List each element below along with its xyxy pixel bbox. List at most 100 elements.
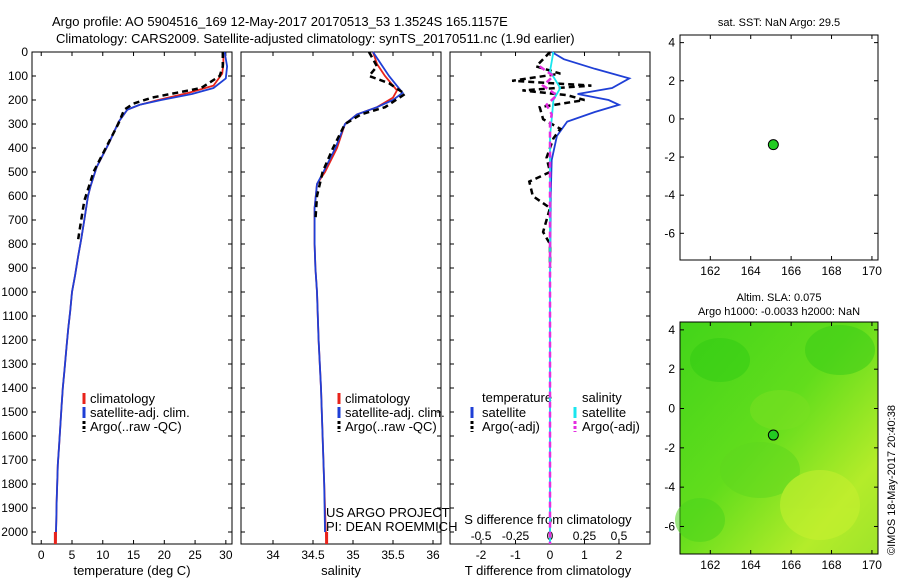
x-tick-label: 164 [741,558,761,572]
x-tick-label: 2 [616,548,623,562]
y-tick-label: 600 [8,189,28,203]
y-tick-label: 1100 [2,309,28,323]
credit-text: ©IMOS 18-May-2017 20:40:38 [886,405,898,555]
series-line-satellite [54,51,229,542]
sla-map-title-line2: Argo h1000: -0.0033 h2000: NaN [698,306,860,318]
sla-map-title-line1: Altim. SLA: 0.075 [737,292,822,304]
series-line-climatology [313,51,399,545]
y-tick-label: 0 [668,112,675,126]
y-tick-label: 2 [668,362,675,376]
top-tick-label: 0.25 [573,529,597,543]
x-tick-label: 5 [69,548,76,562]
legend-label: Argo(..raw -QC) [345,419,437,434]
top-tick-label: -0.5 [471,529,492,543]
series-line-argo [314,51,408,221]
footer-line1: US ARGO PROJECT [326,505,450,520]
legend-label: satellite [482,405,526,420]
argo-position-point [767,429,779,441]
x-tick-label: 35.5 [381,548,405,562]
y-tick-label: 500 [8,165,28,179]
y-tick-label: -6 [664,226,675,240]
x-tick-label: 15 [127,548,141,562]
y-tick-label: 1900 [1,501,28,515]
salinity-xlabel: salinity [321,563,361,578]
y-tick-label: -2 [664,150,675,164]
temperature-panel-frame [31,51,233,545]
y-tick-label: 1600 [1,429,28,443]
y-tick-label: 1300 [1,357,28,371]
legend-label: satellite-adj. clim. [90,405,190,420]
legend-label: temperature [482,390,552,405]
y-tick-label: 200 [8,93,28,107]
x-tick-label: 0 [38,548,45,562]
y-tick-label: 1000 [1,285,28,299]
top-tick-label: 0.5 [611,529,628,543]
difference-xlabel: T difference from climatology [465,563,632,578]
x-tick-label: 168 [822,264,842,278]
y-tick-label: 2 [668,74,675,88]
y-tick-label: 1200 [1,333,28,347]
legend-label: salinity [582,390,622,405]
x-tick-label: 34 [266,548,280,562]
y-tick-label: 700 [8,213,28,227]
temperature-legend: climatology satellite-adj. clim. Argo(..… [82,391,190,434]
legend-label: climatology [345,391,411,406]
y-tick-label: 1500 [1,405,28,419]
y-tick-label: -4 [664,480,675,494]
sst-map-title: sat. SST: NaN Argo: 29.5 [718,17,840,29]
top-tick-label: -0.25 [502,529,530,543]
series-line-cyan [549,51,562,544]
y-tick-label: 300 [8,117,28,131]
x-tick-label: 25 [188,548,202,562]
y-tick-label: 1800 [1,477,28,491]
y-tick-label: 100 [8,69,28,83]
x-tick-label: 164 [741,264,761,278]
x-tick-label: 162 [700,558,720,572]
x-tick-label: 34.5 [301,548,325,562]
series-line-satellite [549,51,632,544]
legend-label: satellite [582,405,626,420]
y-tick-label: 400 [8,141,28,155]
legend-label: Argo(-adj) [582,419,640,434]
x-tick-label: 1 [581,548,588,562]
y-tick-label: 800 [8,237,28,251]
temperature-xlabel: temperature (deg C) [73,563,190,578]
chart-marks: 0100200300400500600700800900100011001200… [1,35,882,572]
difference-legend: temperature satellite Argo(-adj) salinit… [470,390,640,434]
x-tick-label: 36 [426,548,440,562]
series-line-argo [76,52,225,240]
x-tick-label: 168 [822,558,842,572]
figure-title-line2: Climatology: CARS2009. Satellite-adjuste… [56,31,575,46]
x-tick-label: 20 [158,548,172,562]
footer-line2: PI: DEAN ROEMMICH [326,519,457,534]
x-tick-label: 0 [547,548,554,562]
legend-label: Argo(..raw -QC) [90,419,182,434]
salinity-legend: climatology satellite-adj. clim. Argo(..… [337,391,445,434]
y-tick-label: 900 [8,261,28,275]
figure-title-line1: Argo profile: AO 5904516_169 12-May-2017… [52,14,508,29]
y-tick-label: 2000 [1,525,28,539]
x-tick-label: 170 [862,558,882,572]
series-line-climatology [54,52,225,545]
x-tick-label: 166 [781,558,801,572]
y-tick-label: -2 [664,441,675,455]
sst-map-frame [679,34,879,261]
x-tick-label: 30 [219,548,233,562]
y-tick-label: -4 [664,188,675,202]
argo-position-point [767,139,779,151]
y-tick-label: -6 [664,519,675,533]
legend-label: climatology [90,391,156,406]
y-tick-label: 4 [668,36,675,50]
sla-heatmap-texture [675,325,875,542]
x-tick-label: 170 [862,264,882,278]
x-tick-label: 162 [700,264,720,278]
x-tick-label: -2 [476,548,487,562]
y-tick-label: 4 [668,323,675,337]
salinity-panel-frame [240,51,442,545]
y-tick-label: 1700 [1,453,28,467]
y-tick-label: 0 [21,45,28,59]
x-tick-label: 10 [96,548,110,562]
x-tick-label: -1 [510,548,521,562]
y-tick-label: 1400 [1,381,28,395]
